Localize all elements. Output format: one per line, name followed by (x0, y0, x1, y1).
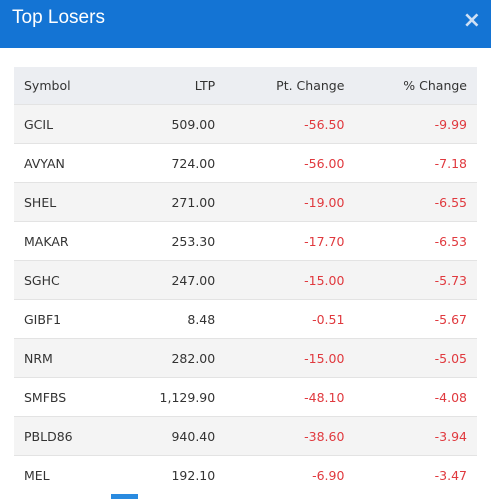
value-cell: -5.05 (354, 338, 477, 378)
symbol-cell: NRM (14, 338, 115, 378)
table-row: GCIL 509.00 -56.50 -9.99 (14, 104, 477, 144)
value-cell: 253.30 (114, 221, 226, 261)
value-cell: -48.10 (225, 377, 355, 417)
value-cell: -56.50 (225, 104, 355, 144)
table-row: GIBF1 8.48 -0.51 -5.67 (14, 299, 477, 339)
close-button[interactable]: × (462, 8, 481, 33)
symbol-cell: PBLD86 (14, 416, 115, 456)
table-row: AVYAN 724.00 -56.00 -7.18 (14, 143, 477, 183)
value-cell: -6.55 (354, 182, 477, 222)
value-cell: 1,129.90 (114, 377, 226, 417)
value-cell: -5.67 (354, 299, 477, 339)
value-cell: 192.10 (114, 455, 226, 494)
column-header: % Change (354, 67, 477, 105)
symbol-cell: GCIL (14, 104, 115, 144)
symbol-cell: MAKAR (14, 221, 115, 261)
value-cell: -15.00 (225, 338, 355, 378)
value-cell: 8.48 (114, 299, 226, 339)
symbol-cell: SGHC (14, 260, 115, 300)
value-cell: -7.18 (354, 143, 477, 183)
value-cell: -17.70 (225, 221, 355, 261)
value-cell: -0.51 (225, 299, 355, 339)
modal-header: Top Losers × (0, 0, 491, 48)
table-body: GCIL 509.00 -56.50 -9.99 AVYAN 724.00 -56.00 -7… (14, 104, 477, 494)
symbol-cell: GIBF1 (14, 299, 115, 339)
modal-title: Top Losers (12, 7, 105, 28)
value-cell: -19.00 (225, 182, 355, 222)
value-cell: 509.00 (114, 104, 226, 144)
value-cell: 271.00 (114, 182, 226, 222)
value-cell: -6.90 (225, 455, 355, 494)
symbol-cell: SMFBS (14, 377, 115, 417)
value-cell: 282.00 (114, 338, 226, 378)
table-row: SHEL 271.00 -19.00 -6.55 (14, 182, 477, 222)
value-cell: -56.00 (225, 143, 355, 183)
value-cell: 724.00 (114, 143, 226, 183)
table-row: SMFBS 1,129.90 -48.10 -4.08 (14, 377, 477, 417)
symbol-cell: MEL (14, 455, 115, 494)
value-cell: -5.73 (354, 260, 477, 300)
table-row: NRM 282.00 -15.00 -5.05 (14, 338, 477, 378)
table-row: PBLD86 940.40 -38.60 -3.94 (14, 416, 477, 456)
table-row: SGHC 247.00 -15.00 -5.73 (14, 260, 477, 300)
value-cell: -4.08 (354, 377, 477, 417)
value-cell: -3.47 (354, 455, 477, 494)
column-header: LTP (114, 67, 226, 105)
value-cell: -15.00 (225, 260, 355, 300)
value-cell: -3.94 (354, 416, 477, 456)
table-row: MEL 192.10 -6.90 -3.47 (14, 455, 477, 494)
header-row: Symbol LTP Pt. Change% Change (14, 67, 477, 105)
value-cell: -38.60 (225, 416, 355, 456)
symbol-cell: SHEL (14, 182, 115, 222)
symbol-cell: AVYAN (14, 143, 115, 183)
scroll-indicator (111, 494, 138, 499)
value-cell: -9.99 (354, 104, 477, 144)
table-row: MAKAR 253.30 -17.70 -6.53 (14, 221, 477, 261)
value-cell: 247.00 (114, 260, 226, 300)
value-cell: 940.40 (114, 416, 226, 456)
column-header: Symbol (14, 67, 115, 105)
column-header: Pt. Change (225, 67, 355, 105)
value-cell: -6.53 (354, 221, 477, 261)
losers-table: Symbol LTP Pt. Change% Change GCIL 509.00 -5… (14, 67, 477, 494)
